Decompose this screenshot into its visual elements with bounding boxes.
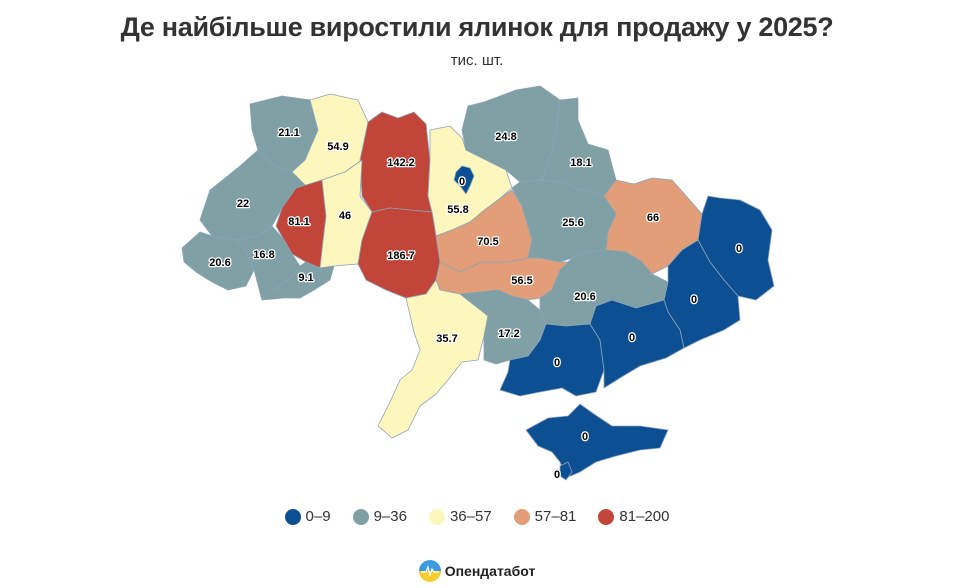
region-kyiv-city[interactable]	[453, 165, 475, 195]
label-odeska: 35.7	[436, 333, 457, 345]
label-lvivska: 22	[237, 198, 249, 210]
region-sevastopol[interactable]	[559, 461, 573, 481]
legend-label: 0–9	[305, 508, 331, 525]
region-chernivetska[interactable]	[261, 261, 335, 301]
label-khmelnytska: 81.1	[288, 216, 309, 228]
legend-dot-icon	[428, 508, 445, 525]
label-volynska: 21.1	[278, 127, 299, 139]
label-dnipropetrovska: 20.6	[574, 291, 595, 303]
label-zhytomyrska: 142.2	[387, 157, 415, 169]
label-crimea: 0	[582, 431, 588, 443]
chart-subtitle: тис. шт.	[450, 52, 504, 69]
legend-label: 36–57	[449, 508, 492, 525]
label-luhanska: 0	[736, 243, 742, 255]
label-mykolaivska: 17.2	[498, 328, 519, 340]
label-vinnytska: 186.7	[387, 250, 415, 262]
region-crimea[interactable]	[525, 403, 669, 479]
legend: 0–9 9–36 36–57 57–81 81–200	[0, 508, 954, 525]
legend-item-57-81[interactable]: 57–81	[513, 508, 577, 525]
opendatabot-logo-icon	[418, 560, 441, 582]
label-kyivska: 55.8	[447, 204, 468, 216]
label-chernihivska: 24.8	[495, 131, 516, 143]
label-ternopilska: 46	[339, 210, 351, 222]
label-sumska: 18.1	[570, 157, 591, 169]
label-zaporizka: 0	[629, 332, 635, 344]
legend-item-9-36[interactable]: 9–36	[352, 508, 407, 525]
label-sevastopol: 0	[554, 469, 560, 481]
chart-title: Де найбільше виростили ялинок для продаж…	[120, 12, 834, 42]
region-zaporizka[interactable]	[589, 299, 685, 389]
label-zakarpatska: 20.6	[209, 257, 230, 269]
label-kirovohradska: 56.5	[511, 275, 532, 287]
brand-name: Опендатабот	[444, 563, 536, 579]
label-rivnenska: 54.9	[327, 141, 348, 153]
legend-dot-icon	[284, 508, 301, 525]
label-kharkivska: 66	[647, 212, 659, 224]
legend-dot-icon	[352, 508, 369, 525]
legend-label: 57–81	[534, 508, 577, 525]
legend-item-81-200[interactable]: 81–200	[598, 508, 669, 525]
legend-label: 81–200	[619, 508, 670, 525]
label-cherkaska: 70.5	[477, 236, 498, 248]
region-zakarpatska[interactable]	[181, 231, 255, 291]
legend-dot-icon	[598, 508, 615, 525]
legend-dot-icon	[513, 508, 530, 525]
label-ivano-frankivska: 16.8	[253, 249, 274, 261]
label-khersonska: 0	[554, 357, 560, 369]
legend-label: 9–36	[373, 508, 407, 525]
label-kyiv-city: 0	[459, 176, 465, 188]
brand: Опендатабот	[0, 560, 954, 582]
region-odeska[interactable]	[377, 279, 489, 439]
label-poltavska: 25.6	[562, 217, 583, 229]
legend-item-36-57[interactable]: 36–57	[428, 508, 492, 525]
label-donetska: 0	[691, 294, 697, 306]
region-khersonska[interactable]	[499, 323, 605, 397]
ukraine-map: 21.1 54.9 142.2 0 55.8 24.8 18.1 22 81.1…	[181, 85, 775, 482]
legend-item-0-9[interactable]: 0–9	[284, 508, 331, 525]
label-chernivetska: 9.1	[298, 272, 313, 284]
